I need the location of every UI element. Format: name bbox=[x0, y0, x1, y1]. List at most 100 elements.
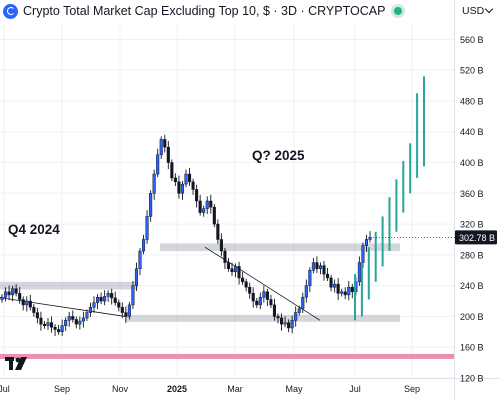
chart-title: Crypto Total Market Cap Excluding Top 10… bbox=[23, 4, 386, 18]
candle-body bbox=[226, 262, 231, 269]
candle-body bbox=[71, 316, 75, 320]
candle-body bbox=[57, 329, 61, 333]
candle-body bbox=[333, 283, 337, 288]
candle-body bbox=[184, 173, 188, 185]
candle-body bbox=[110, 293, 114, 299]
candle-body bbox=[127, 304, 131, 317]
q-2025-annotation: Q? 2025 bbox=[252, 148, 305, 163]
time-tick-label: 2025 bbox=[167, 384, 187, 394]
currency-select[interactable]: USD bbox=[459, 2, 495, 19]
support-zone bbox=[0, 281, 138, 290]
price-tick-label: 120 B bbox=[460, 374, 484, 384]
candle-body bbox=[262, 291, 266, 298]
candle-body bbox=[230, 268, 234, 273]
q4-annotation: Q4 2024 bbox=[8, 222, 60, 237]
candle-body bbox=[304, 285, 308, 298]
candle-body bbox=[364, 239, 369, 246]
projection-bars bbox=[354, 76, 425, 321]
candle-body bbox=[3, 291, 8, 298]
currency-label: USD bbox=[462, 4, 485, 17]
candle-body bbox=[141, 239, 146, 252]
time-tick-label: Sep bbox=[54, 384, 70, 394]
candle-body bbox=[106, 293, 110, 297]
candle-body bbox=[311, 262, 315, 271]
price-tick-label: 520 B bbox=[460, 66, 484, 76]
candle-body bbox=[149, 193, 153, 217]
candle-body bbox=[191, 181, 195, 190]
candle-body bbox=[325, 273, 330, 279]
candle-body bbox=[279, 317, 284, 325]
candle-body bbox=[177, 181, 181, 194]
red-level-line bbox=[0, 353, 454, 359]
candle-body bbox=[32, 306, 36, 313]
candle-body bbox=[39, 317, 43, 325]
time-tick-label: Mar bbox=[227, 384, 243, 394]
candle-body bbox=[156, 154, 160, 175]
price-tick-label: 400 B bbox=[460, 158, 484, 168]
last-price-label: 302.78 B bbox=[459, 233, 495, 243]
candle-body bbox=[272, 304, 277, 317]
candle-body bbox=[14, 288, 18, 294]
price-tick-label: 480 B bbox=[460, 96, 484, 106]
tradingview-logo-icon bbox=[5, 357, 27, 370]
candle-body bbox=[248, 286, 252, 294]
candle-body bbox=[92, 302, 96, 308]
candle-body bbox=[152, 173, 156, 194]
candle-body bbox=[251, 293, 255, 302]
candle-body bbox=[255, 300, 259, 306]
candle-body bbox=[336, 283, 340, 294]
candle-body bbox=[315, 262, 319, 269]
support-zone bbox=[160, 243, 400, 252]
candle-body bbox=[180, 183, 185, 194]
price-tick-label: 280 B bbox=[460, 250, 484, 260]
candle-body bbox=[103, 296, 107, 302]
candle-body bbox=[361, 245, 365, 263]
candle-body bbox=[21, 299, 25, 306]
time-tick-label: Jul bbox=[349, 384, 361, 394]
candle-body bbox=[170, 162, 174, 179]
candle-body bbox=[35, 312, 39, 319]
candle-body bbox=[67, 316, 71, 321]
chart-header: Crypto Total Market Cap Excluding Top 10… bbox=[0, 0, 455, 22]
candle-body bbox=[18, 293, 22, 300]
candle-body bbox=[265, 291, 269, 300]
price-axis: 560 B 520 B 480 B 440 B 400 B 360 B 320 B 280 B… bbox=[370, 35, 497, 384]
red-level bbox=[0, 353, 454, 359]
candle-body bbox=[287, 322, 291, 329]
candle-body bbox=[78, 320, 82, 325]
candle-body bbox=[368, 237, 372, 240]
candle-body bbox=[294, 312, 298, 321]
candle-body bbox=[241, 277, 245, 283]
candle-body bbox=[85, 312, 89, 319]
candle-body bbox=[219, 239, 223, 252]
candle-body bbox=[223, 250, 227, 263]
candle-body bbox=[74, 319, 78, 325]
candle-body bbox=[340, 291, 344, 294]
price-tick-label: 440 B bbox=[460, 127, 484, 137]
candle-body bbox=[212, 206, 216, 225]
candle-body bbox=[81, 317, 85, 322]
support-zone bbox=[125, 314, 400, 322]
candle-body bbox=[99, 296, 103, 302]
candle-body bbox=[205, 200, 209, 209]
candle-body bbox=[28, 300, 32, 308]
candle-body bbox=[88, 306, 93, 313]
candle-body bbox=[195, 189, 199, 202]
candle-body bbox=[124, 312, 128, 317]
candle-body bbox=[297, 308, 301, 313]
market-status-icon bbox=[394, 7, 403, 15]
time-tick-label: Jul bbox=[0, 384, 10, 394]
candle-body bbox=[173, 177, 177, 183]
candle-body bbox=[357, 262, 361, 283]
last-price-badge bbox=[455, 230, 497, 245]
candle-body bbox=[159, 139, 163, 156]
candle-body bbox=[322, 265, 326, 275]
candles bbox=[0, 134, 372, 337]
price-tick-label: 320 B bbox=[460, 220, 484, 230]
candle-body bbox=[343, 291, 347, 296]
support-zones bbox=[0, 243, 400, 322]
candle-body bbox=[308, 270, 312, 286]
